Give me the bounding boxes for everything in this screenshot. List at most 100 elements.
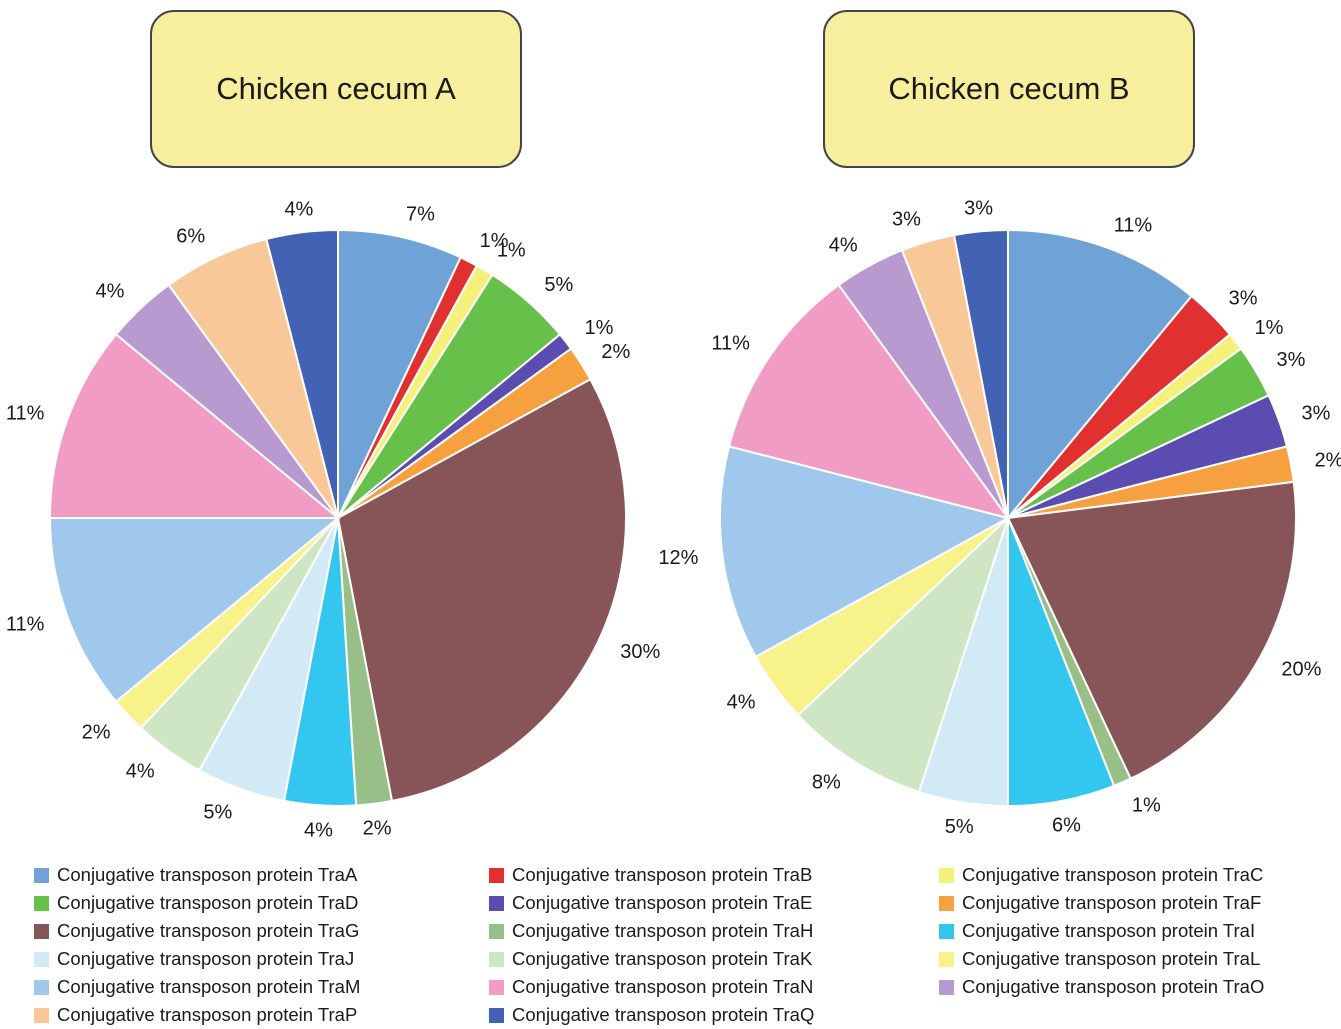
legend-item: Conjugative transposon protein TraB bbox=[489, 864, 812, 886]
legend-swatch bbox=[489, 923, 504, 939]
pie-label-a-12: 11% bbox=[6, 614, 45, 636]
pie-label-b-14: 4% bbox=[829, 235, 858, 257]
legend-label: Conjugative transposon protein TraH bbox=[512, 920, 814, 941]
legend-label: Conjugative transposon protein TraQ bbox=[512, 1004, 815, 1025]
legend-item: Conjugative transposon protein TraP bbox=[34, 1004, 357, 1026]
legend-swatch bbox=[939, 979, 954, 995]
pie-label-a-1: 1% bbox=[480, 230, 509, 252]
pie-label-b-10: 8% bbox=[812, 771, 841, 793]
legend-swatch bbox=[939, 895, 954, 911]
pie-label-b-1: 3% bbox=[1229, 287, 1258, 309]
pie-label-b-15: 3% bbox=[892, 208, 921, 230]
pie-label-b-0: 11% bbox=[1114, 214, 1153, 236]
pie-label-a-16: 4% bbox=[284, 198, 313, 220]
pie-label-a-7: 2% bbox=[363, 818, 392, 840]
legend-swatch bbox=[489, 867, 504, 883]
legend-label: Conjugative transposon protein TraD bbox=[57, 892, 359, 913]
pie-label-b-2: 1% bbox=[1255, 317, 1284, 339]
legend-item: Conjugative transposon protein TraL bbox=[939, 948, 1260, 970]
pie-label-a-4: 1% bbox=[585, 317, 614, 339]
legend-swatch bbox=[34, 867, 49, 883]
legend-item: Conjugative transposon protein TraG bbox=[34, 920, 359, 942]
pie-label-b-13: 11% bbox=[711, 333, 750, 355]
legend-label: Conjugative transposon protein TraO bbox=[962, 976, 1265, 997]
legend-swatch bbox=[489, 1007, 504, 1023]
legend-item: Conjugative transposon protein TraM bbox=[34, 976, 360, 998]
legend-label: Conjugative transposon protein TraI bbox=[962, 920, 1256, 941]
legend-item: Conjugative transposon protein TraJ bbox=[34, 948, 354, 970]
pie-chart-b: 11% 3% 1% 3% 3% 2% 20% 1% 6% 5% 8% 4% 12% 11% 4% 3% 3% bbox=[658, 197, 1341, 838]
legend-swatch bbox=[939, 923, 954, 939]
pie-charts: 7%1%1%5%1%2%30%2%4%5%4%2%11%11%4%6%4%11%… bbox=[6, 197, 1341, 841]
pie-slice-b-10 bbox=[796, 517, 1009, 794]
pie-label-a-15: 6% bbox=[176, 226, 205, 248]
legend-label: Conjugative transposon protein TraA bbox=[57, 864, 358, 885]
pie-label-a-8: 4% bbox=[304, 819, 333, 841]
pie-label-b-4: 3% bbox=[1302, 402, 1331, 424]
pie-slice-a-16 bbox=[265, 228, 339, 519]
legend-swatch bbox=[34, 979, 49, 995]
chart-title-cecum-a: Chicken cecum A bbox=[150, 10, 522, 168]
legend-label: Conjugative transposon protein TraE bbox=[512, 892, 813, 913]
pie-label-a-10: 4% bbox=[126, 760, 155, 782]
legend-label: Conjugative transposon protein TraK bbox=[512, 948, 813, 969]
legend-label: Conjugative transposon protein TraL bbox=[962, 948, 1261, 969]
pie-label-b-7: 1% bbox=[1132, 794, 1161, 816]
pie-label-a-13: 11% bbox=[6, 402, 45, 424]
pie-slice-a-12 bbox=[48, 517, 341, 703]
legend-swatch bbox=[939, 951, 954, 967]
legend-item: Conjugative transposon protein TraK bbox=[489, 948, 812, 970]
pie-slice-a-0 bbox=[337, 228, 462, 519]
legend-item: Conjugative transposon protein TraN bbox=[489, 976, 813, 998]
legend-item: Conjugative transposon protein TraH bbox=[489, 920, 813, 942]
pie-label-b-11: 4% bbox=[727, 691, 756, 713]
legend-swatch bbox=[939, 867, 954, 883]
legend-swatch bbox=[489, 979, 504, 995]
legend-label: Conjugative transposon protein TraG bbox=[57, 920, 360, 941]
pie-label-a-3: 5% bbox=[544, 274, 573, 296]
legend-swatch bbox=[489, 951, 504, 967]
pie-label-a-6: 30% bbox=[620, 641, 660, 663]
legend-swatch bbox=[489, 895, 504, 911]
chart-title-cecum-b: Chicken cecum B bbox=[823, 10, 1195, 168]
pie-label-b-12: 12% bbox=[658, 547, 698, 569]
legend-label: Conjugative transposon protein TraP bbox=[57, 1004, 358, 1025]
pie-label-a-2: 1% bbox=[497, 239, 526, 261]
pie-label-a-14: 4% bbox=[96, 281, 125, 303]
legend-item: Conjugative transposon protein TraA bbox=[34, 864, 357, 886]
pie-slice-a-13 bbox=[48, 333, 341, 519]
legend-label: Conjugative transposon protein TraC bbox=[962, 864, 1264, 885]
pie-label-a-9: 5% bbox=[203, 802, 232, 824]
pie-label-b-5: 2% bbox=[1314, 450, 1341, 472]
pie-label-b-3: 3% bbox=[1277, 349, 1306, 371]
pie-slice-a-6 bbox=[336, 377, 627, 803]
pie-label-b-9: 5% bbox=[945, 816, 974, 838]
legend-label: Conjugative transposon protein TraF bbox=[962, 892, 1262, 913]
pie-label-b-8: 6% bbox=[1052, 814, 1081, 836]
legend-item: Conjugative transposon protein TraO bbox=[939, 976, 1264, 998]
legend-item: Conjugative transposon protein TraC bbox=[939, 864, 1263, 886]
pie-label-b-6: 20% bbox=[1281, 658, 1321, 680]
legend-item: Conjugative transposon protein TraF bbox=[939, 892, 1261, 914]
legend-label: Conjugative transposon protein TraJ bbox=[57, 948, 355, 969]
legend-label: Conjugative transposon protein TraB bbox=[512, 864, 813, 885]
pie-chart-a: 7%1%1%5%1%2%30%2%4%5%4%2%11%11%4%6%4% bbox=[6, 198, 661, 841]
pie-slice-b-0 bbox=[1007, 228, 1193, 521]
legend-label: Conjugative transposon protein TraN bbox=[512, 976, 814, 997]
legend-item: Conjugative transposon protein TraI bbox=[939, 920, 1255, 942]
legend-item: Conjugative transposon protein TraQ bbox=[489, 1004, 814, 1026]
pie-label-a-11: 2% bbox=[82, 722, 111, 744]
pie-slice-b-16 bbox=[952, 228, 1009, 519]
pie-label-a-0: 7% bbox=[406, 204, 435, 226]
legend-item: Conjugative transposon protein TraD bbox=[34, 892, 358, 914]
pie-label-b-16: 3% bbox=[964, 197, 993, 219]
pie-slice-b-13 bbox=[727, 283, 1011, 520]
legend: Conjugative transposon protein TraA Conju… bbox=[0, 860, 1341, 1029]
pie-slice-b-12 bbox=[719, 445, 1011, 659]
pie-slice-b-6 bbox=[1006, 480, 1297, 780]
legend-swatch bbox=[34, 951, 49, 967]
pie-label-a-5: 2% bbox=[601, 341, 630, 363]
legend-label: Conjugative transposon protein TraM bbox=[57, 976, 361, 997]
legend-swatch bbox=[34, 895, 49, 911]
legend-swatch bbox=[34, 1007, 49, 1023]
